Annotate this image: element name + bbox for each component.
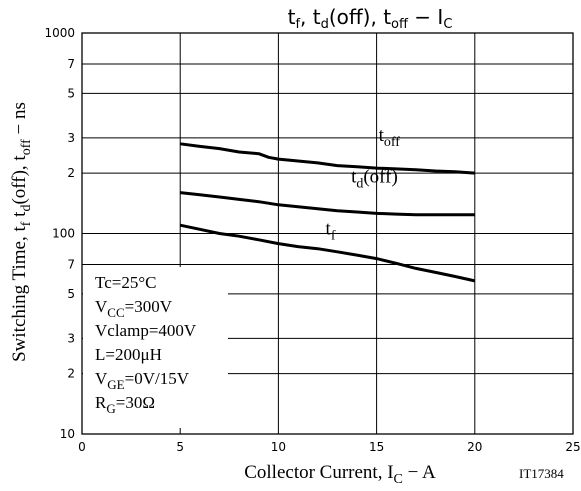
condition-line: RG=30Ω (95, 393, 155, 416)
x-tick-label: 5 (176, 440, 184, 454)
y-tick-label: 100 (52, 227, 75, 241)
y-tick-label: 7 (67, 258, 75, 272)
series-labels: toff td(off) tf (326, 125, 401, 244)
series-label: toff (379, 125, 401, 150)
series-line-tf (179, 223, 476, 283)
condition-line: VGE=0V/15V (95, 369, 190, 392)
y-tick-label: 3 (67, 131, 75, 145)
y-tick-label: 10 (60, 427, 75, 441)
series-lines (179, 142, 476, 283)
y-tick-label: 1000 (44, 26, 75, 40)
figure-code: IT17384 (519, 466, 564, 481)
chart-title: tf, td(off), toff − IC (288, 5, 453, 32)
series-label: tf (326, 218, 336, 243)
condition-line: Vclamp=400V (95, 321, 197, 340)
x-tick-label: 15 (369, 440, 384, 454)
x-tick-label: 20 (467, 440, 482, 454)
x-tick-label: 0 (78, 440, 86, 454)
condition-line: L=200μH (95, 345, 162, 364)
y-tick-label: 2 (67, 367, 75, 381)
conditions-box (83, 267, 228, 428)
y-tick-label: 5 (67, 86, 75, 100)
y-axis-label: Switching Time, tf td(off), toff − ns (9, 102, 34, 362)
y-tick-label: 2 (67, 166, 75, 180)
series-label: td(off) (351, 166, 398, 191)
condition-line: VCC=300V (95, 297, 173, 320)
series-line-td-off- (180, 191, 475, 217)
y-tick-label: 3 (67, 331, 75, 345)
x-tick-labels: 0 5 10 15 20 25 (78, 440, 580, 454)
x-tick-label: 10 (271, 440, 286, 454)
x-axis-label: Collector Current, IC − A (244, 462, 436, 487)
y-tick-label: 7 (67, 57, 75, 71)
series-line-toff (180, 142, 475, 175)
condition-line: Tc=25°C (95, 273, 156, 292)
x-tick-label: 25 (565, 440, 580, 454)
y-tick-label: 5 (67, 287, 75, 301)
y-tick-labels: 1000 7 5 3 2 100 7 5 3 2 10 (44, 26, 75, 441)
